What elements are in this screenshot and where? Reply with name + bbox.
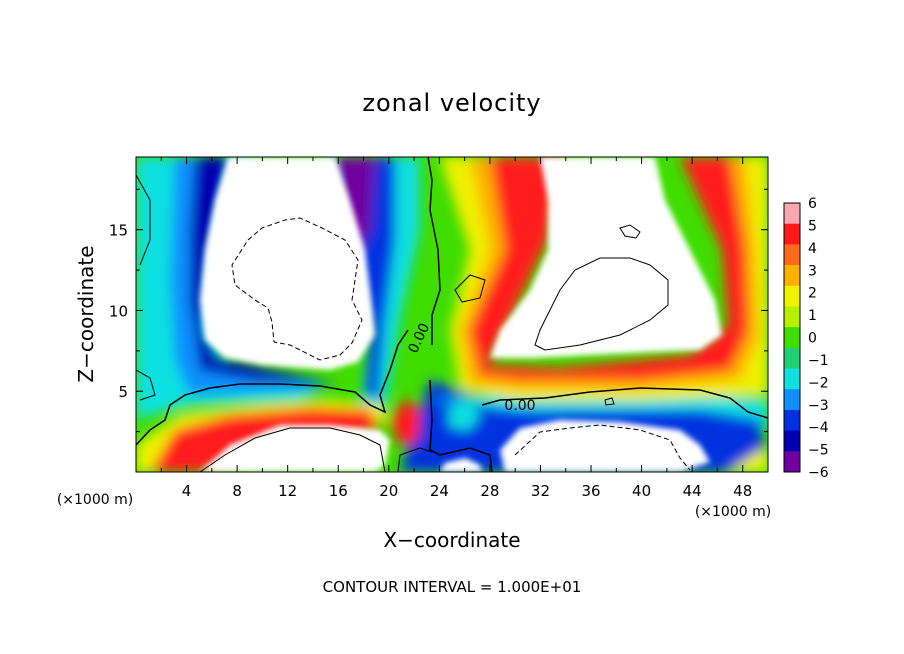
contour-solid-bottom-left	[199, 427, 386, 472]
contour-interval-note: CONTOUR INTERVAL = 1.000E+01	[323, 578, 582, 596]
colorbar-swatch	[784, 265, 800, 287]
colorbar-swatch	[784, 409, 800, 432]
contour-solid-bottom-center	[397, 447, 433, 472]
contour-dashed-upper-left	[231, 217, 363, 361]
field-red-right	[470, 157, 748, 380]
chart-title: zonal velocity	[362, 89, 541, 117]
colorbar-label: 6	[808, 196, 817, 212]
colorbar-label: 5	[808, 218, 817, 234]
field-darkblue-left	[190, 157, 340, 385]
contour-lines	[136, 157, 768, 472]
colorbar-label: −2	[808, 375, 829, 391]
white-region-bottom-center	[440, 458, 482, 472]
x-tick-label: 4	[182, 482, 192, 500]
y-axis-label: Z−coordinate	[74, 245, 98, 382]
colorbar: 6 5 4 3 2 1 0 −1 −2 −3 −4 −5 −6	[783, 196, 829, 481]
colorbar-swatch	[784, 306, 800, 328]
x-tick-label: 20	[379, 482, 398, 500]
colorbar-label: 0	[808, 331, 817, 347]
contour-zero-left-edge	[136, 369, 156, 401]
field-cyan-center	[448, 400, 480, 430]
x-unit-left: (×1000 m)	[57, 492, 133, 508]
field-purple-mid	[333, 157, 375, 250]
contour-loop-green	[454, 274, 486, 303]
x-unit-right: (×1000 m)	[695, 504, 771, 520]
x-tick-label: 44	[683, 482, 702, 500]
colorbar-swatch	[784, 347, 800, 370]
white-region-upper-left	[200, 157, 375, 370]
colorbar-swatch	[784, 389, 800, 411]
plot-frame	[135, 156, 769, 473]
contour-solid-upper-right	[534, 257, 669, 351]
colorbar-swatch	[784, 368, 800, 390]
contour-zero-right	[481, 387, 768, 419]
x-tick-label: 48	[733, 482, 752, 500]
colorbar-swatch	[784, 223, 800, 245]
colorbar-label: −5	[808, 443, 829, 459]
colorbar-label: −3	[808, 398, 829, 414]
contour-zero-lower	[429, 379, 493, 472]
x-tick-label: 8	[232, 482, 242, 500]
velocity-field	[136, 157, 768, 472]
x-tick-label: 12	[278, 482, 297, 500]
colorbar-frame	[783, 202, 801, 473]
y-tick-label: 15	[109, 222, 128, 240]
colorbar-swatch	[784, 430, 800, 452]
x-axis-ticks: 4 8 12 16 20 24 28 32 36 40 44 48	[160, 157, 752, 500]
colorbar-swatch	[784, 327, 800, 349]
y-tick-label: 10	[109, 302, 128, 320]
y-tick-label: 5	[118, 383, 128, 401]
colorbar-label: 2	[808, 286, 817, 302]
x-tick-label: 36	[581, 482, 600, 500]
x-tick-label: 28	[480, 482, 499, 500]
white-region-bottom-right	[500, 420, 710, 472]
field-cyan-layer	[430, 395, 768, 430]
white-region-bottom-left	[200, 425, 390, 472]
contour-zero-left	[136, 329, 409, 446]
contour-loop-cyan	[604, 397, 615, 406]
contour-solid-small-right	[619, 224, 641, 239]
colorbar-label: 1	[808, 308, 817, 324]
x-tick-label: 40	[632, 482, 651, 500]
x-tick-label: 16	[329, 482, 348, 500]
field-red-center	[390, 398, 420, 445]
contour-zero-far-left	[136, 174, 151, 266]
contour-label-2: 0.00	[504, 398, 535, 414]
x-tick-label: 32	[531, 482, 550, 500]
contour-zero-center	[427, 157, 441, 345]
colorbar-swatch	[784, 203, 800, 225]
x-axis-label: X−coordinate	[383, 528, 520, 552]
colorbar-swatch	[784, 244, 800, 266]
colorbar-label: −1	[808, 353, 829, 369]
field-yellow-bottom-right	[728, 450, 768, 472]
colorbar-label: −4	[808, 420, 829, 436]
colorbar-swatch	[784, 451, 800, 473]
colorbar-label: −6	[808, 465, 829, 481]
y-axis-ticks: 5 10 15	[109, 188, 768, 433]
colorbar-label: 3	[808, 263, 817, 279]
contour-dashed-bottom-right	[514, 424, 691, 471]
colorbar-swatch	[784, 285, 800, 307]
x-tick-label: 24	[430, 482, 449, 500]
colorbar-label: 4	[808, 241, 817, 257]
